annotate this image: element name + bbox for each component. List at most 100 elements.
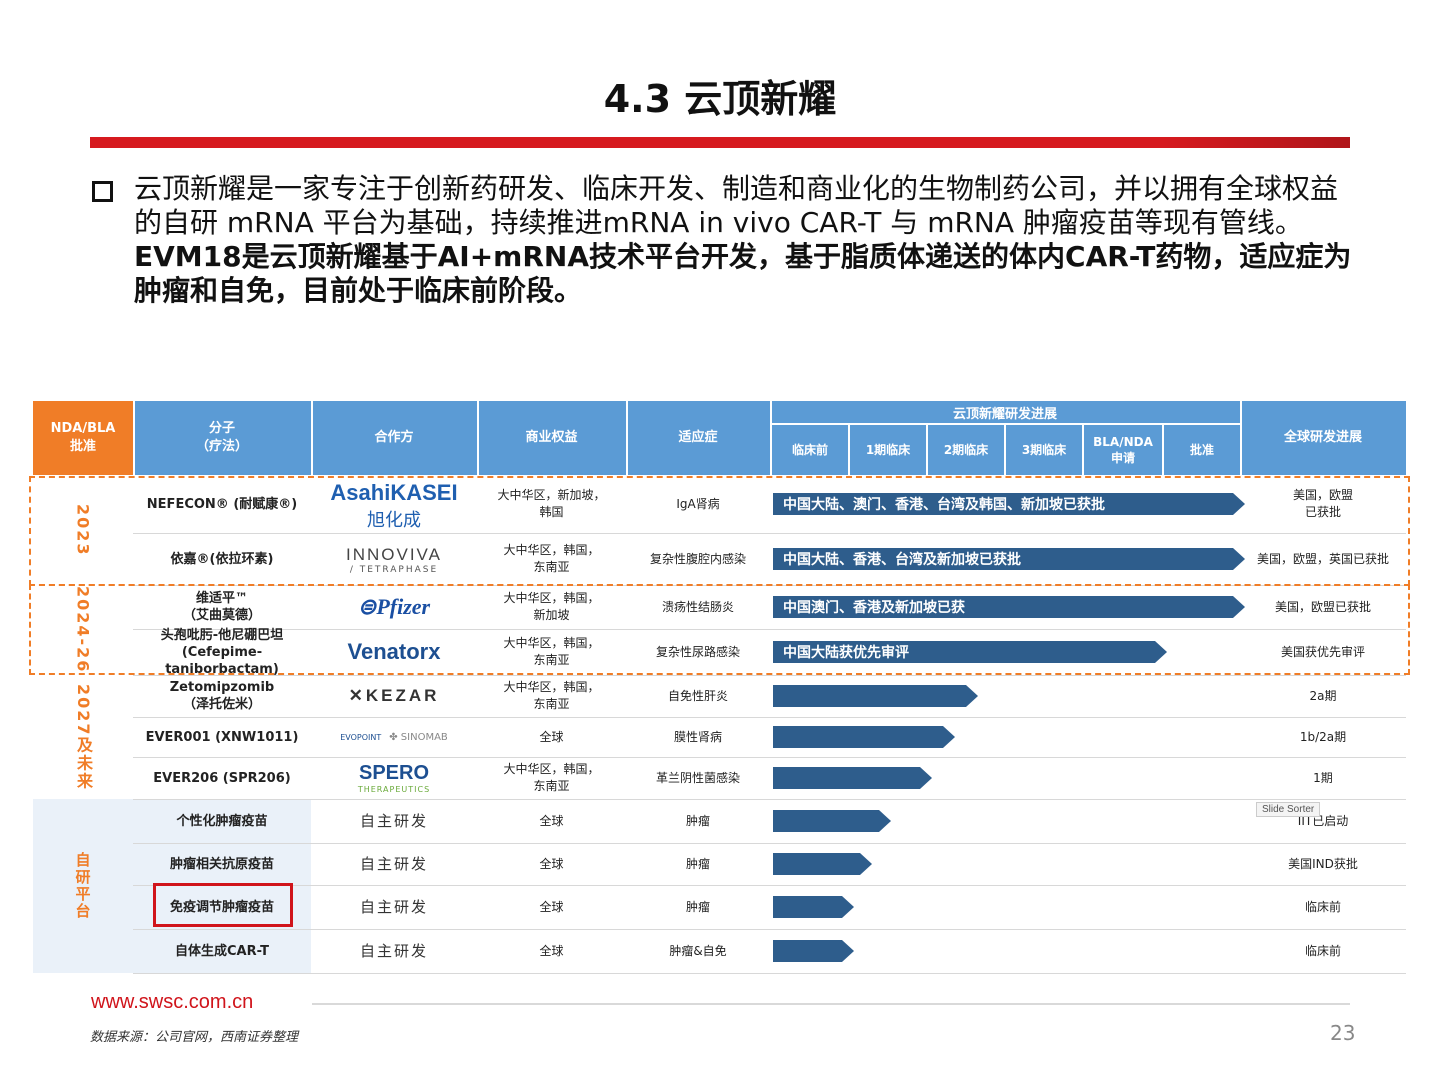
- molecule-cell: 维适平™ （艾曲莫德）: [182, 591, 261, 623]
- intro-text: 云顶新耀是一家专注于创新药研发、临床开发、制造和商业化的生物制药公司，并以拥有全…: [134, 172, 1339, 239]
- partner-cell: 自主研发: [359, 941, 428, 960]
- row-divider: [133, 843, 1406, 844]
- rights-cell: 大中华区，韩国， 东南亚: [503, 762, 600, 793]
- progress-arrow: [773, 767, 932, 789]
- progress-arrow: [773, 726, 955, 748]
- molecule-cell: 免疫调节肿瘤疫苗: [169, 899, 274, 915]
- indication-cell: 肿瘤: [685, 813, 710, 828]
- indication-cell: 自免性肝炎: [667, 688, 728, 703]
- indication-cell: 溃疡性结肠炎: [661, 599, 734, 614]
- global-progress-cell: IIT已启动: [1297, 813, 1349, 828]
- partner-cell: 自主研发: [359, 854, 428, 873]
- year-label-2027: 2027及未来: [74, 683, 93, 791]
- rights-cell: 大中华区，韩国， 东南亚: [503, 680, 600, 711]
- indication-cell: 革兰阴性菌感染: [655, 770, 740, 785]
- rights-cell: 大中华区，韩国， 东南亚: [503, 543, 600, 574]
- indication-cell: 肿瘤: [685, 899, 710, 914]
- stage-header: 1期临床: [848, 425, 926, 475]
- row-divider: [133, 885, 1406, 886]
- molecule-cell: Zetomipzomib （泽托佐米）: [169, 680, 275, 712]
- rights-cell: 全球: [539, 899, 564, 914]
- global-progress-cell: 美国，欧盟已获批: [1274, 599, 1371, 614]
- highlight-box: [153, 883, 293, 927]
- venatorx-logo: Venatorx: [347, 639, 441, 664]
- row-divider: [133, 929, 1406, 930]
- evopoint-sinomab-logo: EVOPOINT ✤ SINOMAB: [340, 731, 448, 743]
- molecule-cell: EVER001 (XNW1011): [145, 729, 299, 745]
- kezar-logo: ✕KEZAR: [348, 686, 440, 705]
- global-progress-cell: 1b/2a期: [1299, 729, 1347, 744]
- row-divider: [133, 799, 1406, 800]
- header-molecule: 分子 （疗法）: [133, 401, 311, 475]
- global-progress-cell: 美国IND获批: [1288, 856, 1358, 871]
- stage-header: 2期临床: [926, 425, 1004, 475]
- stage-header: 批准: [1162, 425, 1240, 475]
- header-divider: [477, 401, 479, 475]
- indication-cell: 复杂性腹腔内感染: [649, 551, 746, 566]
- bullet-square-icon: [92, 181, 113, 202]
- progress-arrow: [773, 685, 978, 707]
- indication-cell: IgA肾病: [676, 496, 720, 511]
- year-label-2023: 2023: [73, 503, 93, 557]
- header-rights: 商业权益: [477, 401, 626, 475]
- progress-arrow: [773, 810, 891, 832]
- progress-arrow: 中国澳门、香港及新加坡已获: [773, 596, 1245, 618]
- rights-cell: 大中华区，韩国， 新加坡: [503, 591, 600, 622]
- molecule-cell: 依嘉®(依拉环素): [170, 551, 274, 567]
- progress-arrow: 中国大陆获优先审评: [773, 641, 1167, 663]
- header-progress: 云顶新耀研发进展: [770, 401, 1240, 425]
- global-progress-cell: 2a期: [1309, 688, 1337, 703]
- rights-cell: 全球: [539, 856, 564, 871]
- row-divider: [133, 629, 1406, 630]
- title-underline: [90, 137, 1350, 148]
- pfizer-logo: ⊜Pfizer: [357, 594, 431, 619]
- rights-cell: 全球: [539, 729, 564, 744]
- header-indication: 适应症: [626, 401, 770, 475]
- header-divider: [1240, 401, 1242, 475]
- progress-arrow: [773, 896, 854, 918]
- molecule-cell: EVER206 (SPR206): [153, 770, 291, 786]
- global-progress-cell: 临床前: [1304, 943, 1341, 958]
- molecule-cell: 自体生成CAR-T: [175, 943, 269, 959]
- asahi-kasei-logo: AsahiKASEI 旭化成: [330, 480, 458, 531]
- row-divider: [133, 533, 1406, 534]
- molecule-cell: 个性化肿瘤疫苗: [176, 813, 268, 829]
- intro-paragraph: 云顶新耀是一家专注于创新药研发、临床开发、制造和商业化的生物制药公司，并以拥有全…: [134, 172, 1359, 308]
- header-divider: [770, 401, 772, 475]
- rights-cell: 全球: [539, 943, 564, 958]
- group-2024-outline: [29, 584, 1410, 675]
- global-progress-cell: 美国，欧盟，英国已获批: [1256, 551, 1389, 566]
- partner-cell: 自主研发: [359, 811, 428, 830]
- progress-arrow: 中国大陆、澳门、香港、台湾及韩国、新加坡已获批: [773, 493, 1245, 515]
- global-progress-cell: 美国，欧盟 已获批: [1292, 488, 1353, 519]
- spero-logo: SPERO THERAPEUTICS: [357, 762, 431, 794]
- row-divider: [133, 675, 1406, 676]
- molecule-cell: 肿瘤相关抗原疫苗: [169, 856, 274, 872]
- progress-arrow: [773, 853, 872, 875]
- stage-header: BLA/NDA 申请: [1082, 425, 1162, 475]
- page-title: 4.3 云顶新耀: [603, 77, 837, 121]
- progress-arrow: 中国大陆、香港、台湾及新加坡已获批: [773, 548, 1245, 570]
- rights-cell: 大中华区，韩国， 东南亚: [503, 636, 600, 667]
- stage-header: 3期临床: [1004, 425, 1082, 475]
- innoviva-logo: INNOVIVA / TETRAPHASE: [346, 545, 442, 575]
- progress-arrow: [773, 940, 854, 962]
- header-partner: 合作方: [311, 401, 477, 475]
- row-divider: [133, 757, 1406, 758]
- rights-cell: 全球: [539, 813, 564, 828]
- molecule-cell: 头孢吡肟-他尼硼巴坦 (Cefepime-taniborbactam): [160, 627, 284, 677]
- row-divider: [133, 717, 1406, 718]
- footer-url[interactable]: www.swsc.com.cn: [91, 991, 254, 1013]
- header-approval: NDA/BLA 批准: [33, 401, 133, 475]
- slide-sorter-tooltip: Slide Sorter: [1256, 802, 1321, 817]
- group-2023-outline: [29, 476, 1410, 586]
- indication-cell: 肿瘤&自免: [669, 943, 727, 958]
- year-label-2024-26: 2024-26: [73, 586, 93, 674]
- header-divider: [311, 401, 313, 475]
- partner-cell: 自主研发: [359, 897, 428, 916]
- intro-bold-text: EVM18是云顶新耀基于AI+mRNA技术平台开发，基于脂质体递送的体内CAR-…: [134, 240, 1352, 307]
- year-label-self: 自研平台: [73, 852, 92, 920]
- indication-cell: 膜性肾病: [673, 729, 722, 744]
- global-progress-cell: 临床前: [1304, 899, 1341, 914]
- global-progress-cell: 美国获优先审评: [1280, 644, 1365, 659]
